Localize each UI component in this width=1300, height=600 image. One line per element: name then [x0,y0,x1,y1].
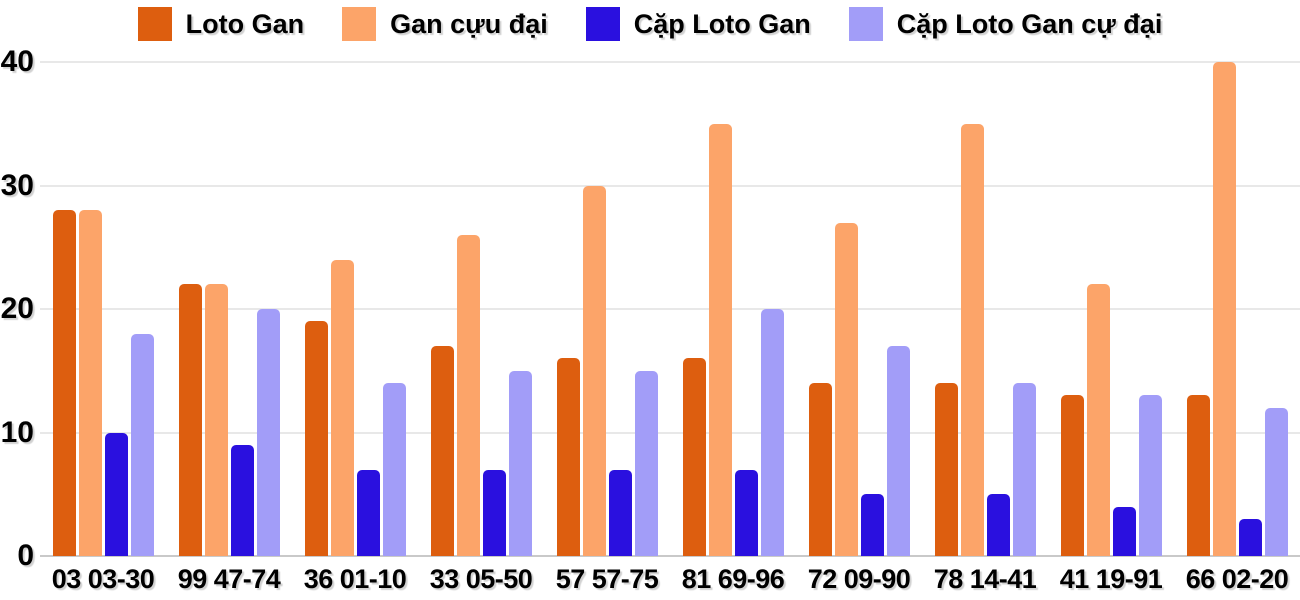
x-axis-label: 99 47-74 [177,564,281,594]
y-axis-tick: 20 [0,292,34,325]
x-axis-label: 78 14-41 [933,564,1037,594]
bar-gan-cựu-đại[interactable] [78,210,102,556]
gridline [40,184,1300,187]
legend-label: Cặp Loto Gan [633,8,811,39]
bars-row [556,62,658,556]
gridline [40,61,1300,63]
bar-group: 33 05-50 [430,62,533,594]
bar-group: 99 47-74 [178,62,281,594]
legend-item-cặp-loto-gan-cự-đại[interactable]: Cặp Loto Gan cự đại [848,7,1163,41]
bars-row [52,62,154,556]
bar-group: 03 03-30 [52,62,155,594]
bar-loto-gan[interactable] [1060,395,1084,556]
bar-cặp-loto-gan[interactable] [356,469,380,556]
bar-cặp-loto-gan[interactable] [608,469,632,556]
bar-gan-cựu-đại[interactable] [708,123,732,556]
x-axis-label: 33 05-50 [429,564,533,594]
y-axis: 0 10 20 30 40 [0,47,36,571]
bar-loto-gan[interactable] [304,321,328,556]
legend-item-cặp-loto-gan[interactable]: Cặp Loto Gan [585,7,811,41]
y-axis-tick: 0 [17,539,34,572]
bar-gan-cựu-đại[interactable] [834,222,858,556]
y-axis-tick: 10 [0,415,34,449]
bar-groups: 03 03-30 99 47-74 36 01-10 33 05-50 57 57-75… [40,62,1300,594]
legend-swatch [848,7,883,41]
bar-cặp-loto-gan-cự-đại[interactable] [1264,407,1288,556]
bar-cặp-loto-gan-cự-đại[interactable] [634,370,658,556]
bar-loto-gan[interactable] [178,284,202,556]
bar-group: 78 14-41 [934,62,1037,594]
legend-swatch [137,7,172,41]
bar-cặp-loto-gan-cự-đại[interactable] [1012,383,1036,556]
bar-cặp-loto-gan[interactable] [482,469,506,556]
bar-loto-gan[interactable] [52,210,76,556]
bar-gan-cựu-đại[interactable] [960,123,984,556]
bar-loto-gan[interactable] [808,383,832,556]
bar-gan-cựu-đại[interactable] [1212,62,1236,556]
bar-gan-cựu-đại[interactable] [1086,284,1110,556]
bar-cặp-loto-gan[interactable] [734,469,758,556]
x-axis-label: 41 19-91 [1059,564,1163,594]
bar-cặp-loto-gan[interactable] [1238,518,1262,556]
gridline [40,431,1300,434]
bars-row [934,62,1036,556]
bar-cặp-loto-gan[interactable] [860,494,884,556]
bars-row [304,62,406,556]
bars-row [178,62,280,556]
legend-label: Cặp Loto Gan cự đại [896,8,1163,39]
legend: Loto Gan Gan cựu đại Cặp Loto Gan Cặp Loto … [0,7,1300,41]
bar-cặp-loto-gan[interactable] [986,494,1010,556]
bar-group: 36 01-10 [304,62,407,594]
bar-cặp-loto-gan-cự-đại[interactable] [508,370,532,556]
bar-loto-gan[interactable] [682,358,706,556]
x-axis-baseline [40,555,1300,557]
x-axis-label: 81 69-96 [681,564,785,594]
bar-gan-cựu-đại[interactable] [582,185,606,556]
gridline [40,308,1300,310]
bar-group: 57 57-75 [556,62,659,594]
bar-cặp-loto-gan-cự-đại[interactable] [130,333,154,556]
x-axis-label: 57 57-75 [555,564,659,594]
bar-loto-gan[interactable] [934,383,958,556]
y-axis-tick: 40 [0,45,34,78]
bar-group: 66 02-20 [1186,62,1289,594]
bar-loto-gan[interactable] [556,358,580,556]
bar-cặp-loto-gan[interactable] [104,432,128,556]
bar-cặp-loto-gan-cự-đại[interactable] [1138,395,1162,556]
bar-group: 81 69-96 [682,62,785,594]
bars-row [682,62,784,556]
bar-group: 72 09-90 [808,62,911,594]
bars-row [808,62,910,556]
legend-swatch [585,7,620,41]
x-axis-label: 66 02-20 [1185,564,1289,594]
bar-cặp-loto-gan-cự-đại[interactable] [760,309,784,556]
legend-item-gan-cựu-đại[interactable]: Gan cựu đại [342,7,548,41]
plot-area: 03 03-30 99 47-74 36 01-10 33 05-50 57 57-75… [40,61,1300,594]
bar-loto-gan[interactable] [1186,395,1210,556]
legend-label: Loto Gan [185,8,305,39]
bar-cặp-loto-gan[interactable] [230,444,254,556]
bar-cặp-loto-gan-cự-đại[interactable] [886,346,910,556]
bar-cặp-loto-gan[interactable] [1112,506,1136,556]
bars-row [1186,62,1288,556]
bars-row [430,62,532,556]
bar-gan-cựu-đại[interactable] [330,259,354,556]
x-axis-label: 36 01-10 [303,564,407,594]
bars-row [1060,62,1162,556]
bar-gan-cựu-đại[interactable] [456,234,480,556]
legend-label: Gan cựu đại [390,8,548,39]
bar-gan-cựu-đại[interactable] [204,284,228,556]
y-axis-tick: 30 [0,168,34,202]
legend-item-loto-gan[interactable]: Loto Gan [137,7,305,41]
x-axis-label: 03 03-30 [51,564,155,594]
bar-cặp-loto-gan-cự-đại[interactable] [382,383,406,556]
bar-group: 41 19-91 [1060,62,1163,594]
bar-cặp-loto-gan-cự-đại[interactable] [256,309,280,556]
x-axis-label: 72 09-90 [807,564,911,594]
legend-swatch [342,7,377,41]
bar-loto-gan[interactable] [430,346,454,556]
